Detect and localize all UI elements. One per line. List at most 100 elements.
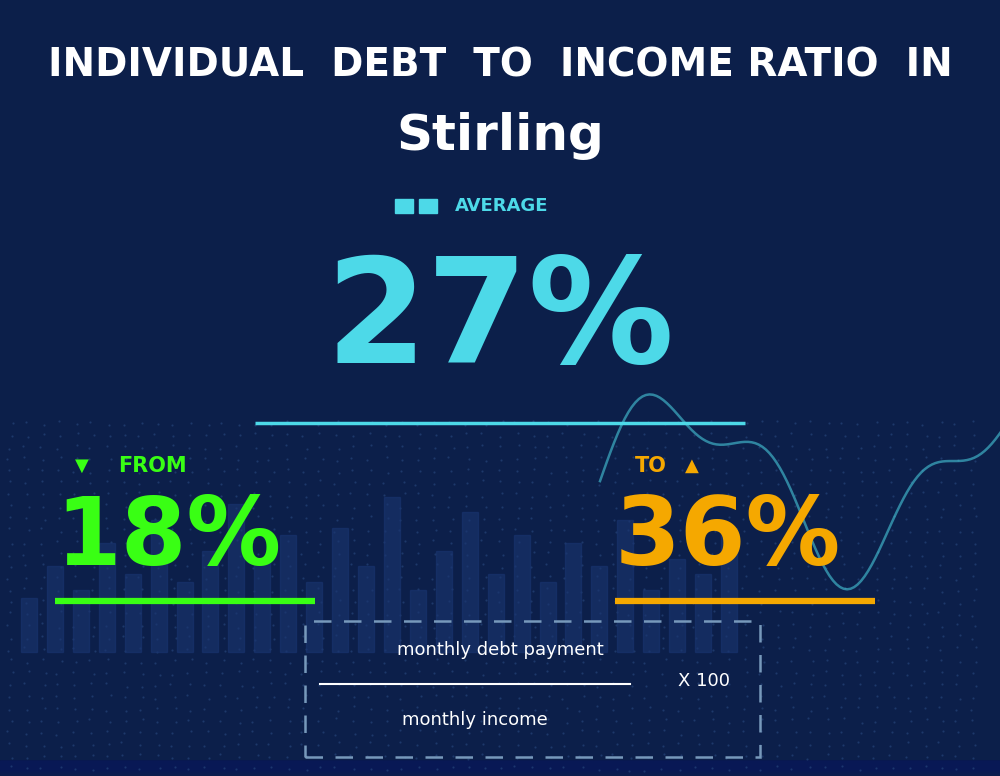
Bar — [0, 763, 1000, 771]
Text: ▼: ▼ — [75, 456, 89, 475]
Bar — [0, 764, 1000, 772]
Bar — [0, 764, 1000, 772]
Bar — [462, 512, 478, 652]
Bar — [0, 762, 1000, 770]
Bar — [21, 598, 37, 652]
Bar — [0, 762, 1000, 770]
Bar — [306, 582, 322, 652]
Bar — [0, 765, 1000, 773]
Bar — [0, 764, 1000, 771]
Bar — [514, 535, 530, 652]
Bar — [0, 762, 1000, 770]
Bar — [47, 566, 63, 652]
Bar — [0, 761, 1000, 769]
Text: monthly income: monthly income — [402, 711, 548, 729]
Bar — [0, 765, 1000, 773]
Bar — [0, 765, 1000, 773]
Bar — [332, 528, 348, 652]
Bar — [0, 762, 1000, 770]
Bar — [0, 768, 1000, 776]
Bar — [254, 559, 270, 652]
Bar — [0, 767, 1000, 774]
Bar — [419, 199, 437, 213]
Bar — [0, 763, 1000, 771]
Bar — [0, 761, 1000, 769]
Bar — [0, 767, 1000, 775]
Bar — [0, 761, 1000, 769]
Bar — [0, 760, 1000, 768]
Bar — [0, 767, 1000, 774]
Bar — [0, 760, 1000, 768]
Bar — [228, 504, 244, 652]
Bar — [565, 543, 581, 652]
Bar — [0, 764, 1000, 772]
Bar — [151, 520, 167, 652]
Bar — [202, 551, 218, 652]
Bar — [0, 760, 1000, 768]
Bar — [0, 767, 1000, 775]
Bar — [0, 761, 1000, 769]
Bar — [0, 762, 1000, 770]
Bar — [436, 551, 452, 652]
Bar — [0, 768, 1000, 776]
Bar — [643, 590, 659, 652]
Bar — [0, 766, 1000, 774]
Bar — [0, 761, 1000, 769]
Bar — [0, 764, 1000, 771]
Bar — [0, 768, 1000, 776]
Bar — [0, 766, 1000, 774]
Bar — [0, 763, 1000, 771]
Bar — [0, 764, 1000, 771]
Bar — [0, 764, 1000, 771]
Bar — [0, 767, 1000, 775]
Bar — [0, 764, 1000, 771]
Bar — [0, 764, 1000, 772]
Bar — [0, 765, 1000, 773]
Bar — [0, 764, 1000, 771]
Bar — [0, 767, 1000, 774]
Bar — [0, 768, 1000, 776]
Bar — [0, 767, 1000, 775]
Bar — [280, 535, 296, 652]
Bar — [0, 767, 1000, 775]
Bar — [0, 765, 1000, 773]
Bar — [0, 767, 1000, 774]
Bar — [0, 765, 1000, 773]
Bar — [0, 766, 1000, 774]
Bar — [0, 768, 1000, 776]
Bar — [0, 761, 1000, 769]
Bar — [540, 582, 556, 652]
Bar — [0, 762, 1000, 770]
Bar — [0, 766, 1000, 774]
Bar — [358, 566, 374, 652]
Bar — [695, 574, 711, 652]
Bar — [99, 543, 115, 652]
Text: X 100: X 100 — [678, 672, 730, 691]
Bar — [0, 764, 1000, 771]
Bar — [0, 764, 1000, 772]
Bar — [0, 764, 1000, 772]
Bar — [0, 763, 1000, 771]
Bar — [0, 764, 1000, 771]
Bar — [0, 766, 1000, 774]
Bar — [0, 762, 1000, 770]
Text: FROM: FROM — [118, 456, 187, 476]
Bar — [0, 762, 1000, 770]
Bar — [0, 767, 1000, 774]
Bar — [0, 765, 1000, 773]
Text: monthly debt payment: monthly debt payment — [397, 640, 603, 659]
Bar — [0, 762, 1000, 770]
Bar — [0, 767, 1000, 774]
Bar — [0, 767, 1000, 775]
Bar — [0, 768, 1000, 776]
Bar — [0, 763, 1000, 771]
Bar — [0, 760, 1000, 768]
Text: ▲: ▲ — [685, 456, 699, 475]
Bar — [0, 763, 1000, 771]
Bar — [384, 497, 400, 652]
Bar — [617, 520, 633, 652]
Text: INDIVIDUAL  DEBT  TO  INCOME RATIO  IN: INDIVIDUAL DEBT TO INCOME RATIO IN — [48, 47, 952, 85]
Bar — [0, 767, 1000, 774]
Text: 27%: 27% — [325, 251, 675, 393]
Bar — [0, 761, 1000, 769]
